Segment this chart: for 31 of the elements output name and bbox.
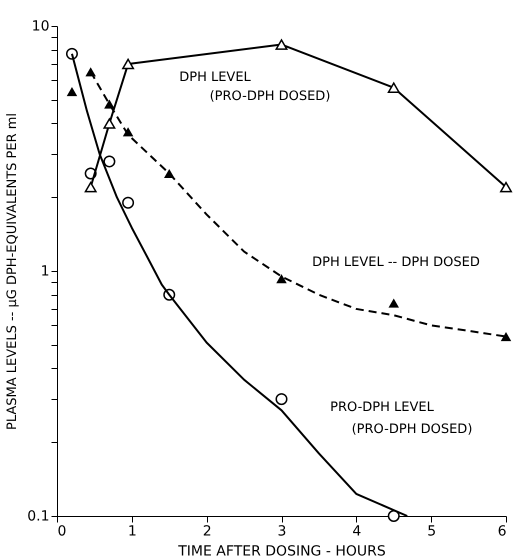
x-tick-label: 6: [498, 524, 507, 540]
point: [500, 182, 512, 192]
y-tick-label: 10: [32, 18, 50, 34]
point: [276, 39, 288, 50]
point: [388, 510, 400, 522]
x-tick-label: 4: [352, 524, 362, 540]
point: [276, 393, 288, 406]
point: [388, 82, 400, 93]
point: [122, 58, 134, 70]
annotation: (PRO-DPH DOSED): [352, 422, 472, 437]
point: [66, 87, 78, 96]
annotation: PRO-DPH LEVEL: [330, 400, 435, 415]
y-tick-label: 0.1: [27, 508, 50, 524]
x-tick-label: 3: [278, 524, 286, 540]
annotation: (PRO-DPH DOSED): [210, 89, 330, 104]
point: [84, 182, 97, 192]
point: [122, 196, 134, 209]
y-axis-title: PLASMA LEVELS -- μG DPH-EQUIVALENTS PER ml: [5, 112, 20, 430]
x-tick-label: 1: [128, 524, 137, 540]
annotation: DPH LEVEL -- DPH DOSED: [312, 255, 480, 270]
x-tick-label: 0: [58, 524, 66, 540]
y-tick-label: 1: [40, 264, 50, 280]
x-axis-title: TIME AFTER DOSING - HOURS: [177, 544, 386, 560]
x-tick-label: 2: [202, 524, 212, 540]
point: [276, 274, 287, 284]
point: [103, 155, 116, 168]
annotation: DPH LEVEL: [179, 70, 252, 85]
point: [500, 332, 512, 342]
point: [388, 298, 399, 308]
x-tick-label: 5: [427, 524, 436, 540]
point: [103, 118, 116, 129]
